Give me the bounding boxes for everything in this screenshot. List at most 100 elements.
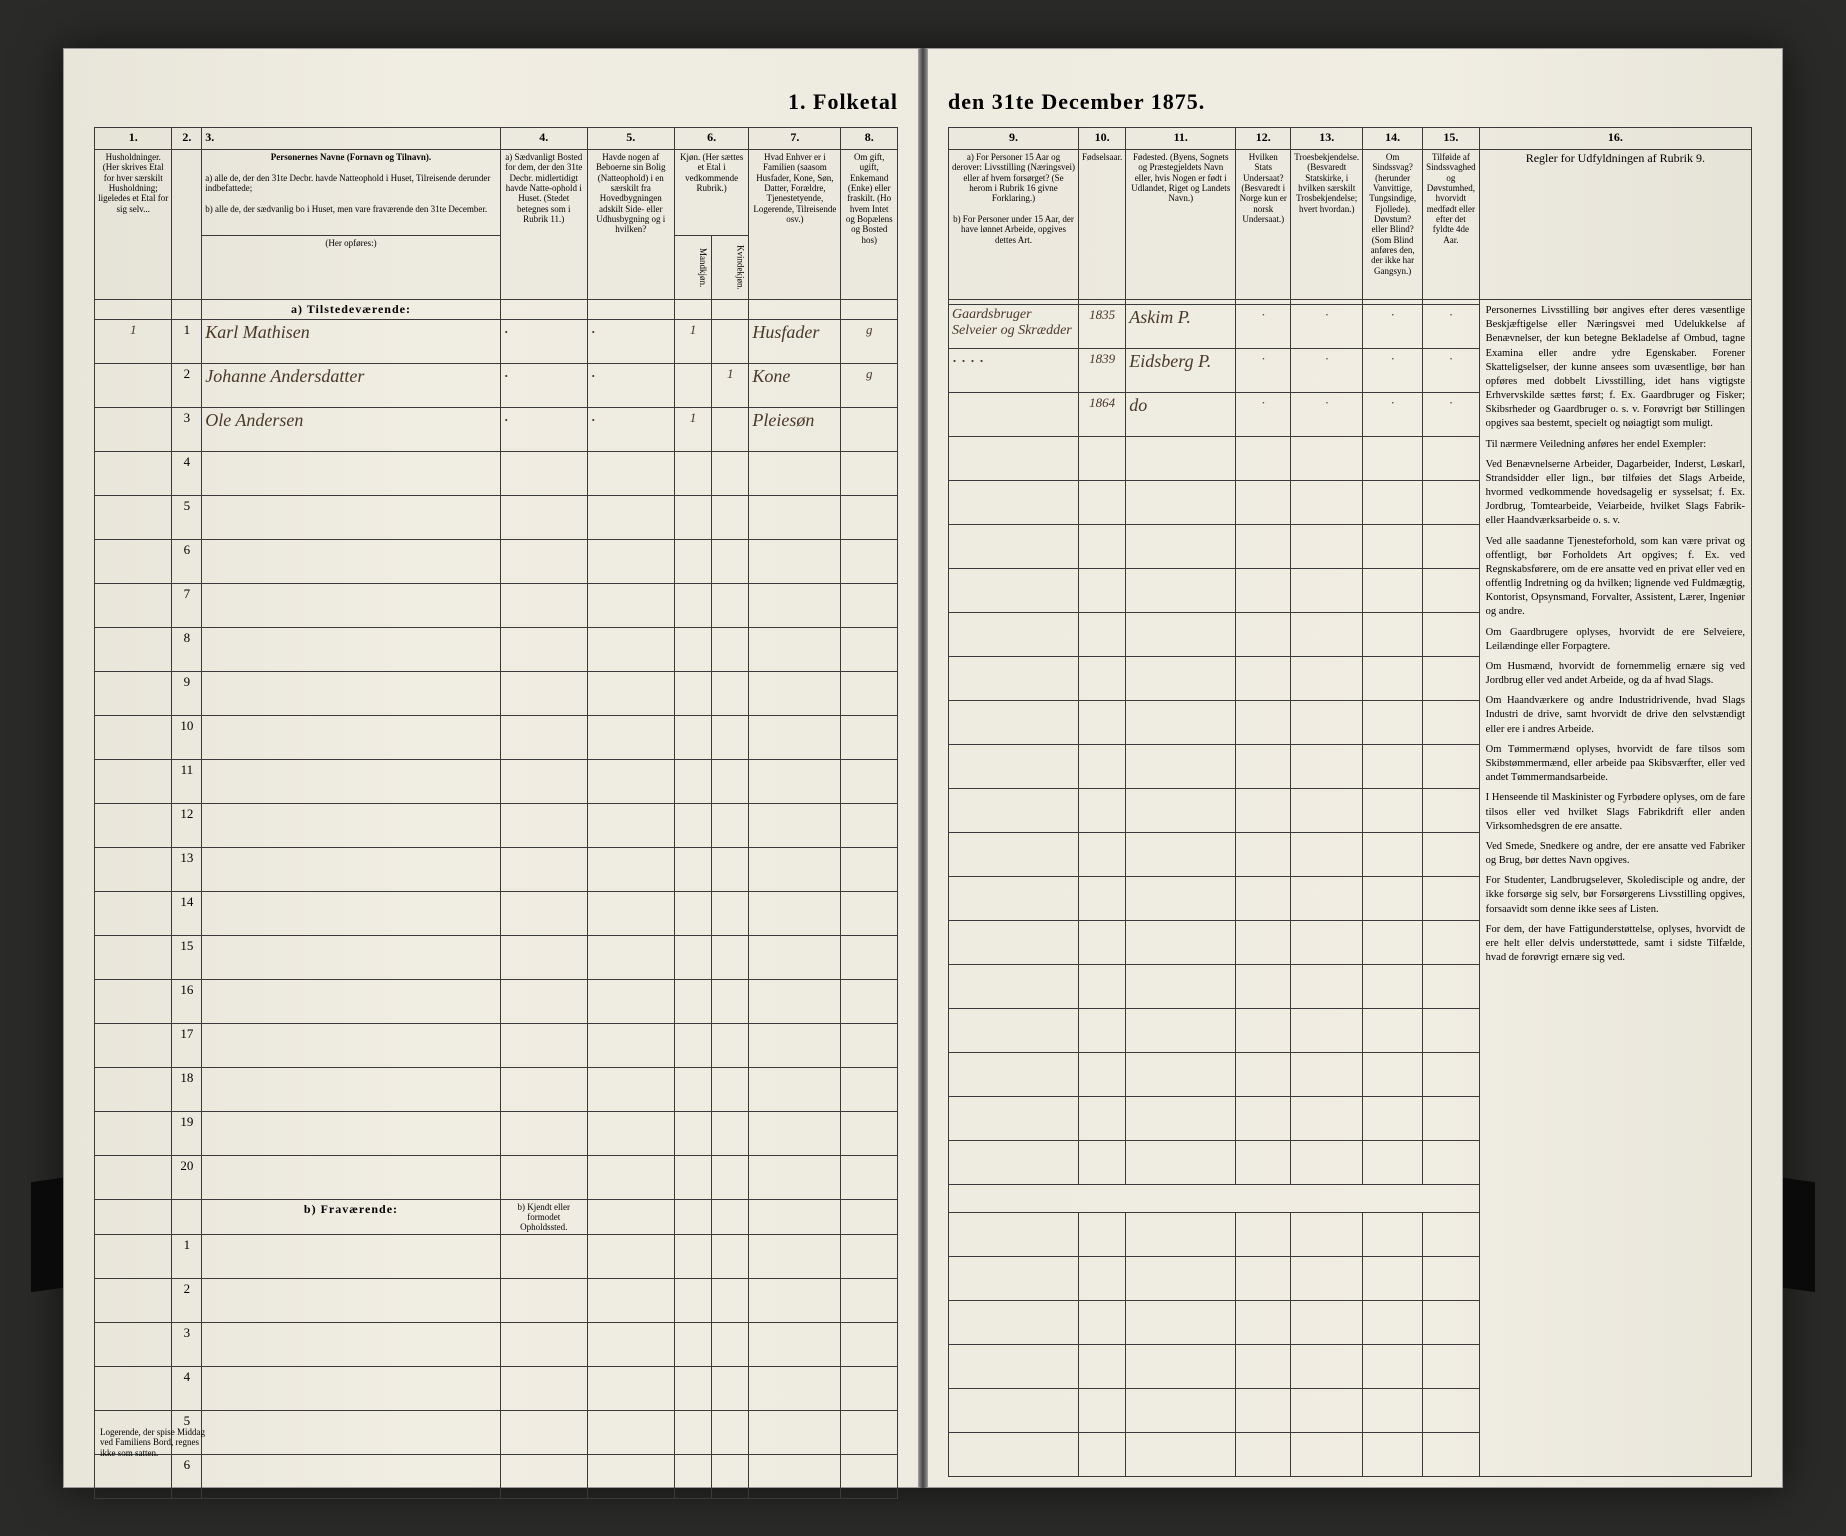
col-11-header: Fødested. (Byens, Sognets og Præstegjeld… <box>1126 150 1236 300</box>
person-name: Karl Mathisen <box>202 320 500 364</box>
cell: · <box>1363 349 1423 393</box>
col-9-num: 9. <box>949 128 1079 150</box>
cell: · <box>500 408 587 452</box>
column-header-row: a) For Personer 15 Aar og derover: Livss… <box>949 150 1752 300</box>
instruction-paragraph: For dem, der have Fattigunderstøttelse, … <box>1486 923 1745 966</box>
col-8-num: 8. <box>841 128 898 150</box>
birthplace: Eidsberg P. <box>1126 349 1236 393</box>
instruction-paragraph: Om Tømmermænd oplyses, hvorvidt de fare … <box>1486 743 1745 786</box>
col-11-num: 11. <box>1126 128 1236 150</box>
cell: · <box>1291 349 1363 393</box>
present-label: a) Tilstedeværende: <box>202 300 500 320</box>
instruction-paragraph: Ved alle saadanne Tjenesteforhold, som k… <box>1486 535 1745 620</box>
absent-col4: b) Kjendt eller formodet Opholdssted. <box>500 1200 587 1235</box>
col-7-header: Hvad Enhver er i Familien (saasom Husfad… <box>749 150 841 300</box>
sex-k: 1 <box>712 364 749 408</box>
col-14-num: 14. <box>1363 128 1423 150</box>
absent-row: 4 <box>95 1367 898 1411</box>
family-pos: Pleiesøn <box>749 408 841 452</box>
cell: · <box>1236 305 1291 349</box>
absent-row: 2 <box>95 1279 898 1323</box>
col-13-num: 13. <box>1291 128 1363 150</box>
col-3-sub-b: b) alle de, der sædvanlig bo i Huset, me… <box>205 204 496 214</box>
col-14-header: Om Sindssvag? (herunder Vanvittige, Tung… <box>1363 150 1423 300</box>
instruction-paragraph: Om Gaardbrugere oplyses, hvorvidt de ere… <box>1486 626 1745 654</box>
instruction-paragraph: I Henseende til Maskinister og Fyrbødere… <box>1486 791 1745 834</box>
occupation: · · · · <box>949 349 1079 393</box>
col-10-num: 10. <box>1079 128 1126 150</box>
col-16-header: Regler for Udfyldningen af Rubrik 9. <box>1479 150 1751 300</box>
col-1-header: Husholdninger. (Her skrives Etal for hve… <box>95 150 172 300</box>
col-8-header: Om gift, ugift, Enkemand (Enke) eller fr… <box>841 150 898 300</box>
cell: · <box>587 408 674 452</box>
empty-row: 12 <box>95 804 898 848</box>
col-13-header: Troesbekjendelse. (Besvaredt Statskirke,… <box>1291 150 1363 300</box>
empty-row: 11 <box>95 760 898 804</box>
cell: · <box>587 320 674 364</box>
cell: · <box>1236 349 1291 393</box>
empty-row: 6 <box>95 540 898 584</box>
col-15-header: Tilføide af Sindssvaghed og Døvstumhed, … <box>1423 150 1480 300</box>
page-right: den 31te December 1875. 9. 10. 11. 12. 1… <box>927 48 1783 1488</box>
col-15-num: 15. <box>1423 128 1480 150</box>
col-1-num: 1. <box>95 128 172 150</box>
col-9-b: b) For Personer under 15 Aar, der have l… <box>953 214 1074 245</box>
col-2-header <box>172 150 202 300</box>
birthplace: do <box>1126 393 1236 437</box>
column-header-row: Husholdninger. (Her skrives Etal for hve… <box>95 150 898 236</box>
cell: · <box>1363 393 1423 437</box>
civil: g <box>841 364 898 408</box>
absent-row: 3 <box>95 1323 898 1367</box>
col-10-header: Fødselsaar. <box>1079 150 1126 300</box>
column-number-row: 1. 2. 3. 4. 5. 6. 7. 8. <box>95 128 898 150</box>
page-left: 1. Folketal 1. 2. 3. 4. 5. 6. 7. 8. Hush… <box>63 48 919 1488</box>
absent-row: 6 <box>95 1455 898 1499</box>
family-pos: Husfader <box>749 320 841 364</box>
empty-row: 10 <box>95 716 898 760</box>
sex-m: 1 <box>674 408 711 452</box>
cell: · <box>1291 393 1363 437</box>
person-row: 1 1 Karl Mathisen · · 1 Husfader g <box>95 320 898 364</box>
empty-row: 20 <box>95 1156 898 1200</box>
col-3-sub: (Her opføres:) <box>202 236 500 300</box>
absent-label: b) Fraværende: <box>202 1200 500 1235</box>
cell: · <box>500 364 587 408</box>
section-present-row: a) Tilstedeværende: <box>95 300 898 320</box>
empty-row: 15 <box>95 936 898 980</box>
col-12-header: Hvilken Stats Undersaat? (Besvaredt i No… <box>1236 150 1291 300</box>
person-row: 3 Ole Andersen · · 1 Pleiesøn <box>95 408 898 452</box>
person-num: 3 <box>172 408 202 452</box>
person-row: 2 Johanne Andersdatter · · 1 Kone g <box>95 364 898 408</box>
page-title-left: 1. Folketal <box>94 89 898 115</box>
col-3-header: Personernes Navne (Fornavn og Tilnavn). … <box>202 150 500 236</box>
absent-row: 1 <box>95 1235 898 1279</box>
instructions-cell: Personernes Livsstilling bør angives eft… <box>1479 300 1751 1477</box>
person-num: 1 <box>172 320 202 364</box>
cell: · <box>1236 393 1291 437</box>
household-num: 1 <box>95 320 172 364</box>
page-title-right: den 31te December 1875. <box>948 89 1752 115</box>
empty-row: 5 <box>95 496 898 540</box>
instruction-paragraph: Til nærmere Veiledning anføres her endel… <box>1486 438 1745 452</box>
cell: · <box>1423 305 1480 349</box>
ledger-book: 1. Folketal 1. 2. 3. 4. 5. 6. 7. 8. Hush… <box>63 48 1783 1488</box>
census-table-right: 9. 10. 11. 12. 13. 14. 15. 16. a) For Pe… <box>948 127 1752 1477</box>
empty-row: 8 <box>95 628 898 672</box>
sex-m <box>674 364 711 408</box>
census-table-left: 1. 2. 3. 4. 5. 6. 7. 8. Husholdninger. (… <box>94 127 898 1499</box>
occupation <box>949 393 1079 437</box>
civil: g <box>841 320 898 364</box>
sex-k <box>712 408 749 452</box>
col-3-title: Personernes Navne (Fornavn og Tilnavn). <box>271 152 431 162</box>
birthplace: Askim P. <box>1126 305 1236 349</box>
empty-row: 19 <box>95 1112 898 1156</box>
col-5-header: Havde nogen af Beboerne sin Bolig (Natte… <box>587 150 674 300</box>
book-spine <box>919 48 927 1488</box>
cell: · <box>1423 349 1480 393</box>
occupation: Gaardsbruger Selveier og Skrædder <box>949 305 1079 349</box>
col-6-num: 6. <box>674 128 749 150</box>
instruction-paragraph: Personernes Livsstilling bør angives eft… <box>1486 304 1745 432</box>
empty-row: 16 <box>95 980 898 1024</box>
cell: · <box>1291 305 1363 349</box>
cell: · <box>587 364 674 408</box>
